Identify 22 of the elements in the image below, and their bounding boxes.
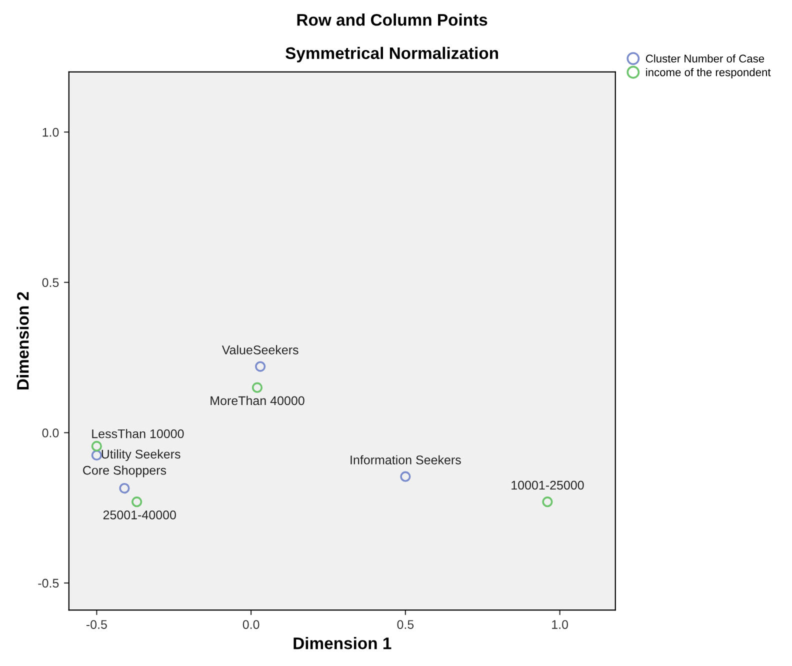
x-tick-label: 0.5 bbox=[397, 620, 414, 629]
x-tick-label: 1.0 bbox=[552, 620, 568, 629]
legend-label: income of the respondent bbox=[646, 68, 771, 78]
annotation: 10001-25000 bbox=[512, 480, 584, 490]
annotation: Information Seekers bbox=[350, 455, 461, 464]
y-tick-label: 0.5 bbox=[42, 278, 59, 288]
x-tick-label: -0.5 bbox=[86, 620, 107, 629]
y-tick-label: 1.0 bbox=[42, 128, 59, 137]
chart-title: Row and Column Points bbox=[297, 14, 488, 26]
y-tick-label: -0.5 bbox=[38, 578, 59, 588]
annotation: LessThan 10000 bbox=[92, 429, 184, 438]
chart-subtitle: Symmetrical Normalization bbox=[286, 46, 498, 62]
x-axis-title: Dimension 1 bbox=[294, 636, 392, 650]
annotation: MoreThan 40000 bbox=[210, 396, 304, 406]
y-axis-title: Dimension 2 bbox=[16, 292, 29, 390]
legend-label: Cluster Number of Case bbox=[646, 54, 764, 63]
annotation: 25001-40000 bbox=[103, 510, 176, 520]
annotation: ValueSeekers bbox=[222, 345, 298, 354]
x-tick-label: 0.0 bbox=[242, 620, 260, 629]
annotation: Core Shoppers bbox=[83, 466, 166, 478]
annotation: Utility Seekers bbox=[102, 449, 180, 462]
y-tick-label: 0.0 bbox=[42, 428, 59, 438]
